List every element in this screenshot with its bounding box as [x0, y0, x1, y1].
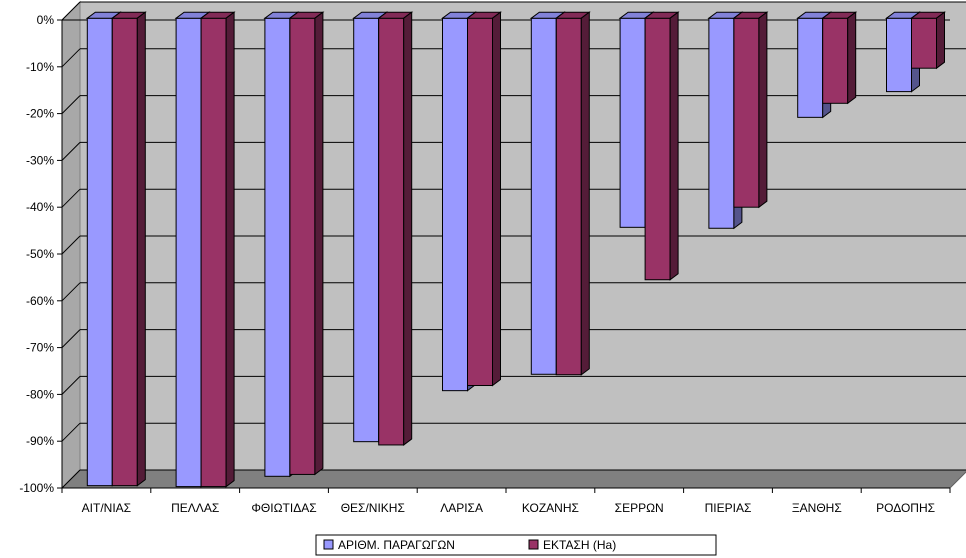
x-tick-label: ΠΙΕΡΙΑΣ — [705, 501, 752, 515]
y-tick-label: -90% — [26, 434, 54, 448]
legend-label: ΑΡΙΘΜ. ΠΑΡΑΓΩΓΩΝ — [338, 538, 455, 552]
gridline-side — [61, 142, 81, 161]
x-tick-label: ΞΑΝΘΗΣ — [792, 501, 842, 515]
bar — [554, 11, 591, 376]
bar-front — [442, 17, 468, 392]
bar — [288, 11, 325, 476]
y-tick-label: -10% — [26, 60, 54, 74]
bar-front — [530, 17, 557, 375]
bar — [110, 11, 147, 487]
x-tick-label: ΦΘΙΩΤΙΔΑΣ — [251, 501, 316, 515]
gridline-side — [61, 188, 81, 208]
bar-side — [669, 11, 679, 281]
bar-front — [111, 17, 138, 487]
x-tick-label: ΘΕΣ/ΝΙΚΗΣ — [341, 501, 405, 515]
x-tick-label: ΑΙΤ/ΝΙΑΣ — [82, 501, 131, 515]
bar-front — [353, 17, 380, 443]
bar-front — [911, 17, 937, 69]
y-tick-label: -60% — [26, 294, 54, 308]
bar-front — [86, 17, 113, 487]
bar — [732, 11, 769, 209]
bar-front — [733, 17, 760, 208]
x-tick-label: ΠΕΛΛΑΣ — [171, 501, 219, 515]
gridline-side — [61, 422, 81, 442]
y-tick-label: -30% — [26, 153, 54, 167]
bar-front — [467, 17, 493, 387]
bar-front — [822, 17, 849, 104]
legend: ΑΡΙΘΜ. ΠΑΡΑΓΩΓΩΝ ΕΚΤΑΣΗ (Ha) — [315, 534, 717, 556]
bar-side — [136, 11, 146, 487]
bar-front — [378, 17, 405, 446]
bar-front — [644, 17, 671, 281]
y-tick-label: -50% — [26, 247, 54, 261]
bar-front — [555, 17, 582, 376]
bar — [377, 11, 414, 446]
gridline-side — [61, 282, 81, 302]
gridline-side — [61, 1, 81, 21]
bar-front — [264, 17, 291, 477]
gridline-side — [61, 95, 81, 114]
legend-label: ΕΚΤΑΣΗ (Ha) — [543, 538, 616, 552]
bar-front — [886, 17, 912, 93]
bar — [643, 11, 680, 281]
legend-swatch — [528, 539, 539, 550]
bar-front — [175, 17, 202, 488]
bar — [910, 11, 946, 70]
bar — [821, 11, 858, 105]
bar-side — [314, 11, 324, 476]
bar-front — [797, 17, 824, 118]
bar-side — [758, 11, 768, 209]
bar-side — [492, 11, 501, 387]
y-tick-label: 0% — [37, 13, 55, 27]
gridline-side — [61, 376, 81, 395]
x-tick-label: ΚΟΖΑΝΗΣ — [522, 501, 579, 515]
x-tick-label: ΛΑΡΙΣΑ — [440, 501, 483, 515]
y-tick-label: -80% — [26, 387, 54, 401]
bar-side — [403, 11, 413, 446]
bar-front — [200, 17, 227, 488]
gridline-side — [61, 469, 81, 489]
bar-side — [580, 11, 590, 376]
gridline-side — [61, 235, 81, 255]
legend-box — [315, 534, 717, 556]
y-tick-label: -40% — [26, 200, 54, 214]
bar — [466, 11, 502, 387]
bar-side — [225, 11, 235, 488]
y-tick-label: -70% — [26, 341, 54, 355]
legend-swatch — [323, 539, 334, 550]
bar-side — [936, 11, 945, 70]
y-tick-label: -100% — [19, 481, 54, 495]
x-tick-label: ΡΟΔΟΠΗΣ — [876, 501, 935, 515]
gridline-side — [61, 329, 81, 348]
bar — [199, 11, 236, 488]
plot-area: 0% -10% -20% -30% -40% -50% -60% -70% -80% -90% -1… — [19, 0, 966, 515]
y-tick-label: -20% — [26, 107, 54, 121]
bar-front — [289, 17, 316, 475]
bar-front — [708, 17, 735, 229]
gridline-side — [61, 48, 81, 68]
bar-front — [619, 17, 646, 228]
bar-side — [847, 11, 857, 105]
x-tick-label: ΣΕΡΡΩΝ — [615, 501, 664, 515]
